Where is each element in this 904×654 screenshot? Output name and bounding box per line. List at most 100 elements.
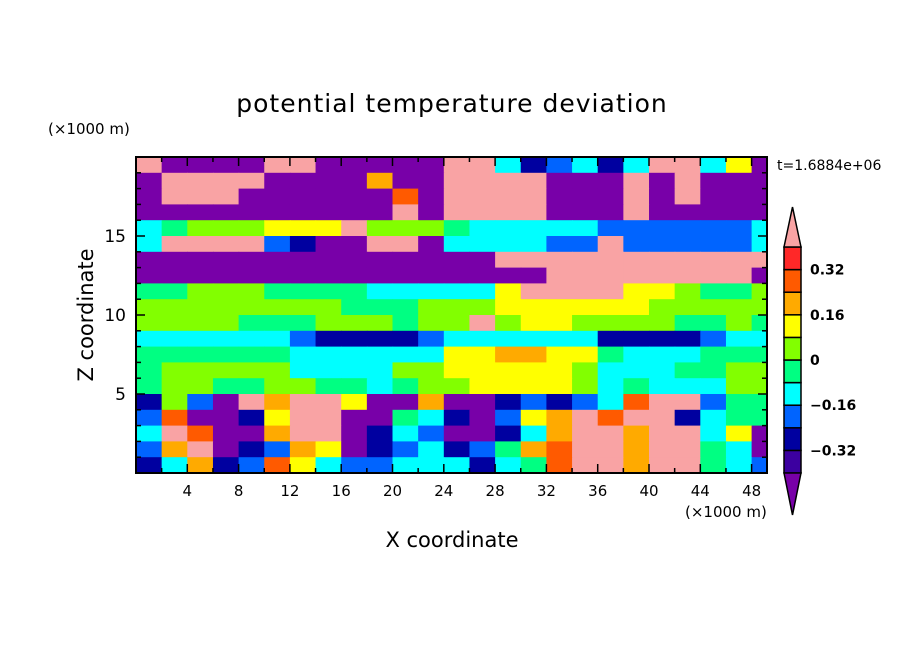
heatmap-cell (572, 425, 599, 442)
heatmap-cell (443, 204, 471, 221)
heatmap-cell (520, 157, 548, 174)
heatmap-cell (187, 362, 214, 379)
heatmap-cell (751, 251, 767, 269)
heatmap-cell (546, 236, 573, 253)
heatmap-cell (289, 157, 317, 174)
heatmap-cell (315, 157, 342, 174)
heatmap-cell (418, 441, 445, 458)
heatmap-cell (597, 267, 624, 284)
x-tick-label: 4 (183, 482, 193, 500)
heatmap-cell (392, 251, 419, 269)
heatmap-cell (418, 188, 445, 205)
heatmap-cell (315, 457, 342, 473)
heatmap-cell (161, 346, 188, 363)
heatmap-cell (443, 346, 471, 363)
heatmap-cell (623, 394, 650, 411)
heatmap-cell (366, 315, 394, 332)
heatmap-cell (238, 251, 265, 269)
heatmap-cell (649, 394, 676, 411)
heatmap-cell (623, 283, 650, 300)
heatmap-cell (212, 362, 240, 379)
heatmap-cell (161, 236, 188, 253)
heatmap-cell (623, 346, 650, 363)
heatmap-cell (212, 283, 240, 300)
heatmap-cell (469, 299, 496, 316)
heatmap-cell (341, 409, 368, 427)
heatmap-cell (623, 236, 650, 253)
colorbar-tick-label: 0.16 (810, 308, 845, 324)
heatmap-cell (418, 267, 445, 284)
heatmap-cell (136, 457, 163, 473)
heatmap-cell (572, 441, 599, 458)
heatmap-cell (700, 441, 727, 458)
heatmap-cell (725, 378, 753, 395)
heatmap-cell (341, 188, 368, 205)
heatmap-cell (725, 283, 753, 300)
heatmap-cell (315, 378, 342, 395)
heatmap-cell (623, 330, 650, 348)
heatmap-cell (572, 315, 599, 332)
heatmap-cell (546, 157, 573, 174)
heatmap-cell (136, 236, 163, 253)
heatmap-cell (751, 409, 767, 427)
heatmap-cell (443, 283, 471, 300)
heatmap-cell (161, 330, 188, 348)
heatmap-cell (469, 425, 496, 442)
heatmap-cell (725, 267, 753, 284)
heatmap-cell (751, 425, 767, 442)
heatmap-cell (161, 362, 188, 379)
heatmap-cell (520, 315, 548, 332)
heatmap-cell (674, 394, 701, 411)
heatmap-cell (392, 157, 419, 174)
heatmap-cell (597, 157, 624, 174)
heatmap-cell (264, 346, 291, 363)
x-tick-label: 8 (234, 482, 244, 500)
heatmap-cell (751, 315, 767, 332)
heatmap-cell (546, 425, 573, 442)
heatmap-cell (700, 425, 727, 442)
heatmap-cell (443, 315, 471, 332)
heatmap-cell (520, 267, 548, 284)
heatmap-cell (572, 409, 599, 427)
heatmap-cell (725, 251, 753, 269)
heatmap-cell (161, 409, 188, 427)
heatmap-cell (341, 172, 368, 190)
heatmap-cell (469, 172, 496, 190)
heatmap-cell (264, 236, 291, 253)
heatmap-cell (264, 172, 291, 190)
heatmap-cell (212, 220, 240, 237)
x-tick-label: 24 (434, 482, 453, 500)
heatmap-cell (649, 315, 676, 332)
heatmap-cell (264, 315, 291, 332)
heatmap-cell (136, 315, 163, 332)
heatmap-cell (212, 330, 240, 348)
heatmap-cell (392, 299, 419, 316)
heatmap-cell (572, 267, 599, 284)
heatmap-cell (725, 457, 753, 473)
heatmap-cell (238, 157, 265, 174)
heatmap-cell (520, 251, 548, 269)
heatmap-cell (495, 251, 522, 269)
heatmap-cell (546, 409, 573, 427)
heatmap-cell (161, 204, 188, 221)
heatmap-cell (443, 409, 471, 427)
heatmap-cell (136, 188, 163, 205)
heatmap-cell (751, 299, 767, 316)
heatmap-cell (674, 315, 701, 332)
heatmap-cell (238, 346, 265, 363)
heatmap-cell (443, 457, 471, 473)
heatmap-cell (674, 283, 701, 300)
heatmap-cell (187, 236, 214, 253)
heatmap-cell (264, 251, 291, 269)
heatmap-cell (674, 157, 701, 174)
heatmap-cell (238, 378, 265, 395)
heatmap-cell (315, 409, 342, 427)
heatmap-cell (212, 172, 240, 190)
x-tick-label: 48 (742, 482, 761, 500)
heatmap-cell (725, 362, 753, 379)
heatmap-cell (469, 457, 496, 473)
heatmap-cell (392, 172, 419, 190)
heatmap-cell (700, 157, 727, 174)
heatmap-cell (392, 204, 419, 221)
